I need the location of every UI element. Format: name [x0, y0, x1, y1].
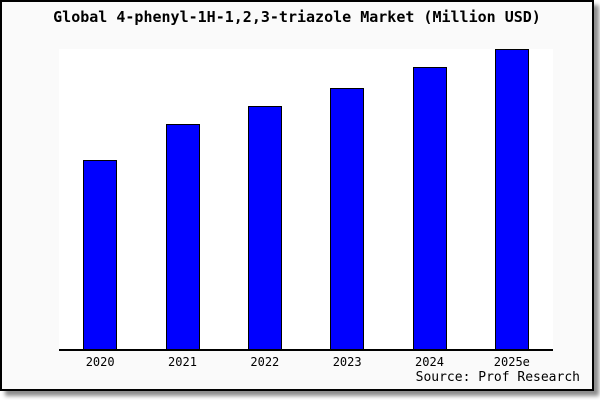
bar-2024 — [412, 67, 447, 349]
bar-2022 — [247, 106, 282, 349]
x-axis-label-2022: 2022 — [250, 355, 280, 369]
bar-2021 — [165, 124, 200, 349]
x-axis-labels: 2020 2021 2022 2023 2024 2025e — [59, 355, 553, 373]
x-axis-label-2025e: 2025e — [493, 355, 530, 369]
x-axis-label-2024: 2024 — [415, 355, 444, 369]
bar-2020 — [83, 160, 118, 349]
chart-card: Global 4-phenyl-1H-1,2,3-triazole Market… — [0, 0, 594, 391]
plot-area — [59, 49, 553, 351]
bar-2025e — [494, 49, 529, 349]
source-credit: Source: Prof Research — [415, 370, 580, 385]
bar-2023 — [330, 88, 365, 349]
chart-title: Global 4-phenyl-1H-1,2,3-triazole Market… — [53, 8, 541, 26]
x-axis-label-2023: 2023 — [332, 355, 362, 369]
x-axis-label-2020: 2020 — [85, 355, 115, 369]
x-axis-label-2021: 2021 — [168, 355, 197, 369]
